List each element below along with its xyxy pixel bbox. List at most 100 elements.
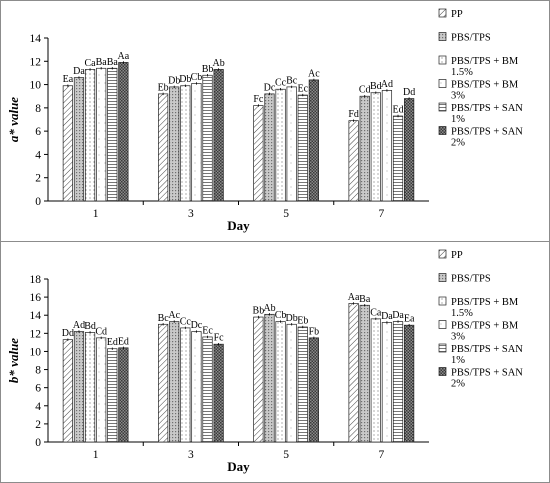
legend-item: PBS/TPS	[438, 273, 491, 285]
bar	[169, 86, 180, 202]
data-label: Fc	[253, 94, 264, 105]
legend-label: PBS/TPS + BM	[451, 56, 519, 67]
y-tick-label: 2	[35, 173, 41, 185]
bar	[191, 331, 202, 443]
bar	[107, 348, 118, 443]
y-axis-title: b* value	[6, 338, 21, 383]
data-label: Dd	[403, 87, 415, 98]
y-tick-label: 10	[30, 80, 42, 92]
data-label: Db	[286, 313, 298, 324]
data-label: Ea	[63, 74, 74, 85]
data-label: Ea	[404, 314, 415, 325]
legend-swatch	[438, 249, 447, 259]
legend-swatch	[438, 79, 447, 88]
legend-swatch	[438, 273, 447, 282]
y-tick-label: 2	[35, 419, 41, 431]
data-label: Ad	[73, 320, 85, 331]
y-tick-label: 14	[30, 33, 42, 45]
legend-label: 2%	[451, 379, 465, 390]
x-tick-label: 3	[188, 449, 194, 461]
data-label: Eb	[297, 315, 308, 326]
bar	[158, 93, 169, 202]
bar	[62, 85, 73, 202]
data-label: Cc	[180, 316, 192, 327]
data-label: Db	[179, 74, 191, 85]
bar	[202, 336, 213, 443]
data-label: Ed	[392, 105, 403, 116]
legend-label: PBS/TPS + SAN	[451, 127, 523, 138]
y-tick-label: 4	[35, 401, 41, 413]
data-label: Aa	[118, 51, 130, 62]
bar	[359, 304, 370, 443]
x-tick-label: 5	[283, 208, 289, 220]
bar	[96, 67, 107, 202]
y-tick-label: 8	[35, 103, 41, 115]
y-tick-label: 4	[35, 149, 41, 161]
bar	[96, 337, 107, 443]
y-tick-label: 12	[30, 56, 42, 68]
bar	[308, 79, 319, 202]
bar	[404, 324, 415, 443]
y-axis-title: a* value	[6, 97, 21, 142]
data-label: Dd	[62, 328, 74, 339]
bar	[392, 321, 404, 443]
y-tick-label: 6	[35, 383, 41, 395]
x-tick-label: 1	[93, 208, 99, 220]
x-tick-label: 1	[93, 449, 99, 461]
y-tick-label: 12	[30, 328, 42, 340]
bar	[213, 69, 224, 202]
data-label: Ba	[359, 294, 371, 305]
data-label: Fb	[309, 326, 320, 337]
legend-label: PBS/TPS	[451, 274, 491, 285]
chart-panel-b-value: 0 2 4 6 8 10 12 14 16 18 b* value Day 1 Dd Ad Bd Cd Ed Ed 3…	[1, 242, 549, 482]
legend-label: PP	[451, 250, 463, 261]
legend-swatch	[438, 343, 447, 353]
data-label: Da	[392, 310, 404, 321]
bar	[180, 85, 191, 202]
data-label: Dc	[264, 82, 276, 93]
legend-label: PBS/TPS + BM	[451, 321, 519, 332]
data-label: Ca	[370, 307, 382, 318]
data-label: Cd	[359, 85, 371, 96]
bar	[62, 339, 73, 443]
y-tick-label: 14	[30, 310, 42, 322]
bar	[158, 323, 169, 443]
bar	[84, 332, 96, 443]
data-label: Ec	[202, 325, 213, 336]
bar	[202, 74, 213, 202]
data-label: Cd	[95, 326, 107, 337]
bar	[404, 98, 415, 202]
bar	[370, 318, 381, 443]
data-label: Cb	[275, 310, 287, 321]
legend-item: PP	[438, 249, 463, 261]
legend-label: 1%	[451, 114, 465, 125]
legend-item: PP	[438, 8, 463, 20]
data-label: Ac	[168, 310, 180, 321]
bar	[191, 83, 202, 202]
bar	[297, 326, 308, 443]
data-label: Bd	[84, 321, 96, 332]
legend-label: PP	[451, 9, 463, 20]
bar	[348, 120, 359, 202]
legend-swatch	[438, 126, 447, 135]
data-label: Bc	[158, 313, 170, 324]
data-label: Db	[168, 75, 180, 86]
bar	[73, 331, 85, 443]
data-label: Ec	[298, 84, 309, 95]
legend-label: 3%	[451, 91, 465, 102]
y-tick-label: 0	[35, 196, 41, 208]
data-label: Ac	[308, 68, 320, 79]
bar	[213, 343, 224, 443]
data-label: Ba	[96, 57, 108, 68]
legend-label: 1.5%	[451, 67, 473, 78]
data-label: Ba	[107, 57, 119, 68]
bar	[253, 105, 264, 202]
legend-swatch	[438, 367, 447, 376]
data-label: Ca	[85, 58, 97, 69]
bar	[84, 69, 96, 202]
